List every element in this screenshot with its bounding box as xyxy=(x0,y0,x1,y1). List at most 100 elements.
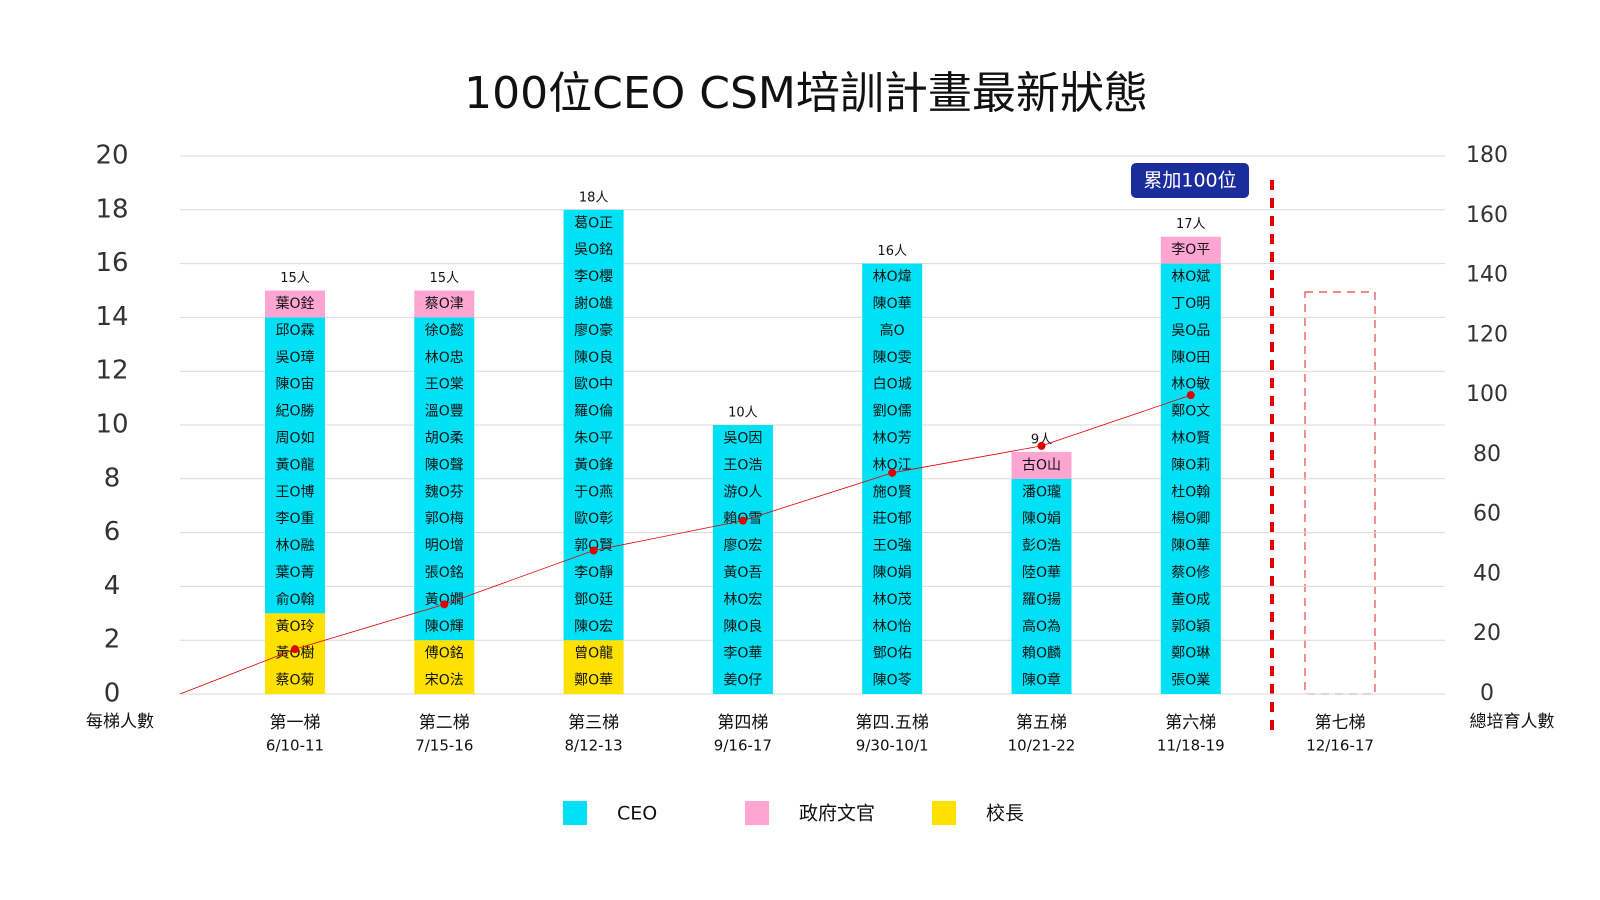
y2-tick-label: 100 xyxy=(1466,382,1508,407)
x-tick-date: 6/10-11 xyxy=(266,737,324,755)
member-name: 鄭O琳 xyxy=(1171,646,1210,662)
member-name: 李O華 xyxy=(723,646,762,662)
member-name: 陳O娟 xyxy=(1022,511,1061,527)
member-name: 陳O宙 xyxy=(275,377,314,393)
bar-segment xyxy=(1160,236,1221,264)
member-name: 鄭O華 xyxy=(574,673,613,689)
y2-tick-label: 160 xyxy=(1466,203,1508,228)
member-name: 陳O輝 xyxy=(425,619,464,635)
y2-tick-label: 40 xyxy=(1473,561,1501,586)
member-name: 游O人 xyxy=(723,484,762,500)
member-name: 林O宏 xyxy=(723,592,762,608)
member-name: 李O平 xyxy=(1171,242,1210,258)
member-name: 王O浩 xyxy=(723,457,762,473)
member-name: 陳O華 xyxy=(1171,538,1210,554)
x-tick-date: 11/18-19 xyxy=(1157,737,1225,755)
total-label: 16人 xyxy=(877,244,907,259)
member-name: 謝O雄 xyxy=(574,296,613,312)
x-tick-label: 第一梯 xyxy=(270,713,321,733)
member-name: 周O如 xyxy=(275,430,314,446)
bar-segment xyxy=(414,317,475,641)
y-tick-label: 14 xyxy=(95,302,128,332)
x-tick-label: 第五梯 xyxy=(1016,713,1067,733)
y-tick-label: 0 xyxy=(104,679,121,709)
member-name: 陳O良 xyxy=(723,619,762,635)
member-name: 陳O聲 xyxy=(425,456,464,473)
y-tick-label: 6 xyxy=(104,517,121,547)
member-name: 葛O正 xyxy=(574,215,613,231)
x-tick-date: 10/21-22 xyxy=(1008,737,1076,755)
cumulative-point xyxy=(589,546,598,555)
y-tick-label: 16 xyxy=(95,248,128,278)
legend-label: 政府文官 xyxy=(799,803,875,825)
member-name: 廖O宏 xyxy=(723,537,762,554)
member-name: 陳O苓 xyxy=(873,672,912,689)
y2-tick-label: 20 xyxy=(1473,621,1501,646)
member-name: 鄧O廷 xyxy=(574,592,613,608)
y2-axis-label: 總培育人數 xyxy=(1470,712,1555,732)
member-name: 賴O麟 xyxy=(1022,646,1061,662)
total-label: 18人 xyxy=(579,190,609,205)
member-name: 朱O平 xyxy=(574,430,613,446)
bar-segment xyxy=(414,640,475,694)
member-name: 潘O瓏 xyxy=(1022,483,1061,500)
bar-segment xyxy=(265,290,325,318)
x-tick-date: 9/16-17 xyxy=(714,737,772,755)
member-name: 黃O龍 xyxy=(275,456,314,473)
member-name: 羅O揚 xyxy=(1022,591,1061,608)
member-name: 胡O柔 xyxy=(425,430,464,446)
member-name: 白O城 xyxy=(873,377,912,393)
member-name: 丁O明 xyxy=(1171,296,1210,312)
bar-segment xyxy=(563,640,624,694)
legend-label: CEO xyxy=(617,803,657,825)
y2-tick-label: 60 xyxy=(1473,502,1501,527)
member-name: 姜O仔 xyxy=(723,673,762,689)
member-name: 宋O法 xyxy=(425,673,464,689)
cumulative-point xyxy=(888,468,897,477)
member-name: 高O為 xyxy=(1022,618,1061,635)
y-tick-label: 20 xyxy=(95,141,128,171)
member-name: 鄧O佑 xyxy=(873,646,912,662)
member-name: 張O業 xyxy=(1171,673,1210,689)
member-name: 董O成 xyxy=(1171,592,1210,608)
member-name: 紀O勝 xyxy=(275,404,314,420)
line-lead xyxy=(179,648,296,695)
member-name: 邱O霖 xyxy=(275,323,314,339)
member-name: 于O燕 xyxy=(574,484,613,500)
member-name: 陸O華 xyxy=(1022,565,1061,581)
legend-swatch xyxy=(563,801,587,825)
member-name: 陳O雯 xyxy=(873,350,912,366)
y2-tick-label: 0 xyxy=(1480,681,1494,706)
member-name: 吳O銘 xyxy=(574,242,613,258)
y-tick-label: 12 xyxy=(95,356,128,386)
x-tick-date: 7/15-16 xyxy=(415,737,473,755)
chart-title: 100位CEO CSM培訓計畫最新狀態 xyxy=(464,68,1148,119)
member-name: 林O忠 xyxy=(425,350,464,366)
member-name: 陳O良 xyxy=(574,350,613,366)
x-tick-date: 12/16-17 xyxy=(1306,737,1374,755)
total-label: 9人 xyxy=(1031,432,1052,447)
member-name: 楊O卿 xyxy=(1171,510,1210,527)
member-name: 黃O玲 xyxy=(275,619,314,635)
annotation: 累加100位 xyxy=(1143,170,1236,192)
y-axis-label: 每梯人數 xyxy=(86,712,154,732)
member-name: 陳O華 xyxy=(873,296,912,312)
member-name: 陳O莉 xyxy=(1171,457,1210,473)
member-name: 蔡O修 xyxy=(1171,565,1210,581)
x-tick-label: 第四.五梯 xyxy=(855,713,928,733)
x-tick-label: 第三梯 xyxy=(568,713,619,733)
bar-segment xyxy=(563,209,624,641)
y-tick-label: 8 xyxy=(104,463,121,493)
y2-tick-label: 120 xyxy=(1466,322,1508,347)
member-name: 俞O翰 xyxy=(275,591,314,608)
member-name: 陳O宏 xyxy=(574,619,613,635)
annotation-box xyxy=(1131,163,1249,198)
x-tick-label: 第七梯 xyxy=(1315,713,1366,733)
member-name: 陳O章 xyxy=(1022,672,1061,689)
bar-segment xyxy=(265,317,325,614)
bar-segment xyxy=(1011,451,1072,479)
total-label: 15人 xyxy=(280,271,310,286)
member-name: 黃O鋒 xyxy=(574,457,613,473)
member-name: 林O斌 xyxy=(1171,269,1210,285)
